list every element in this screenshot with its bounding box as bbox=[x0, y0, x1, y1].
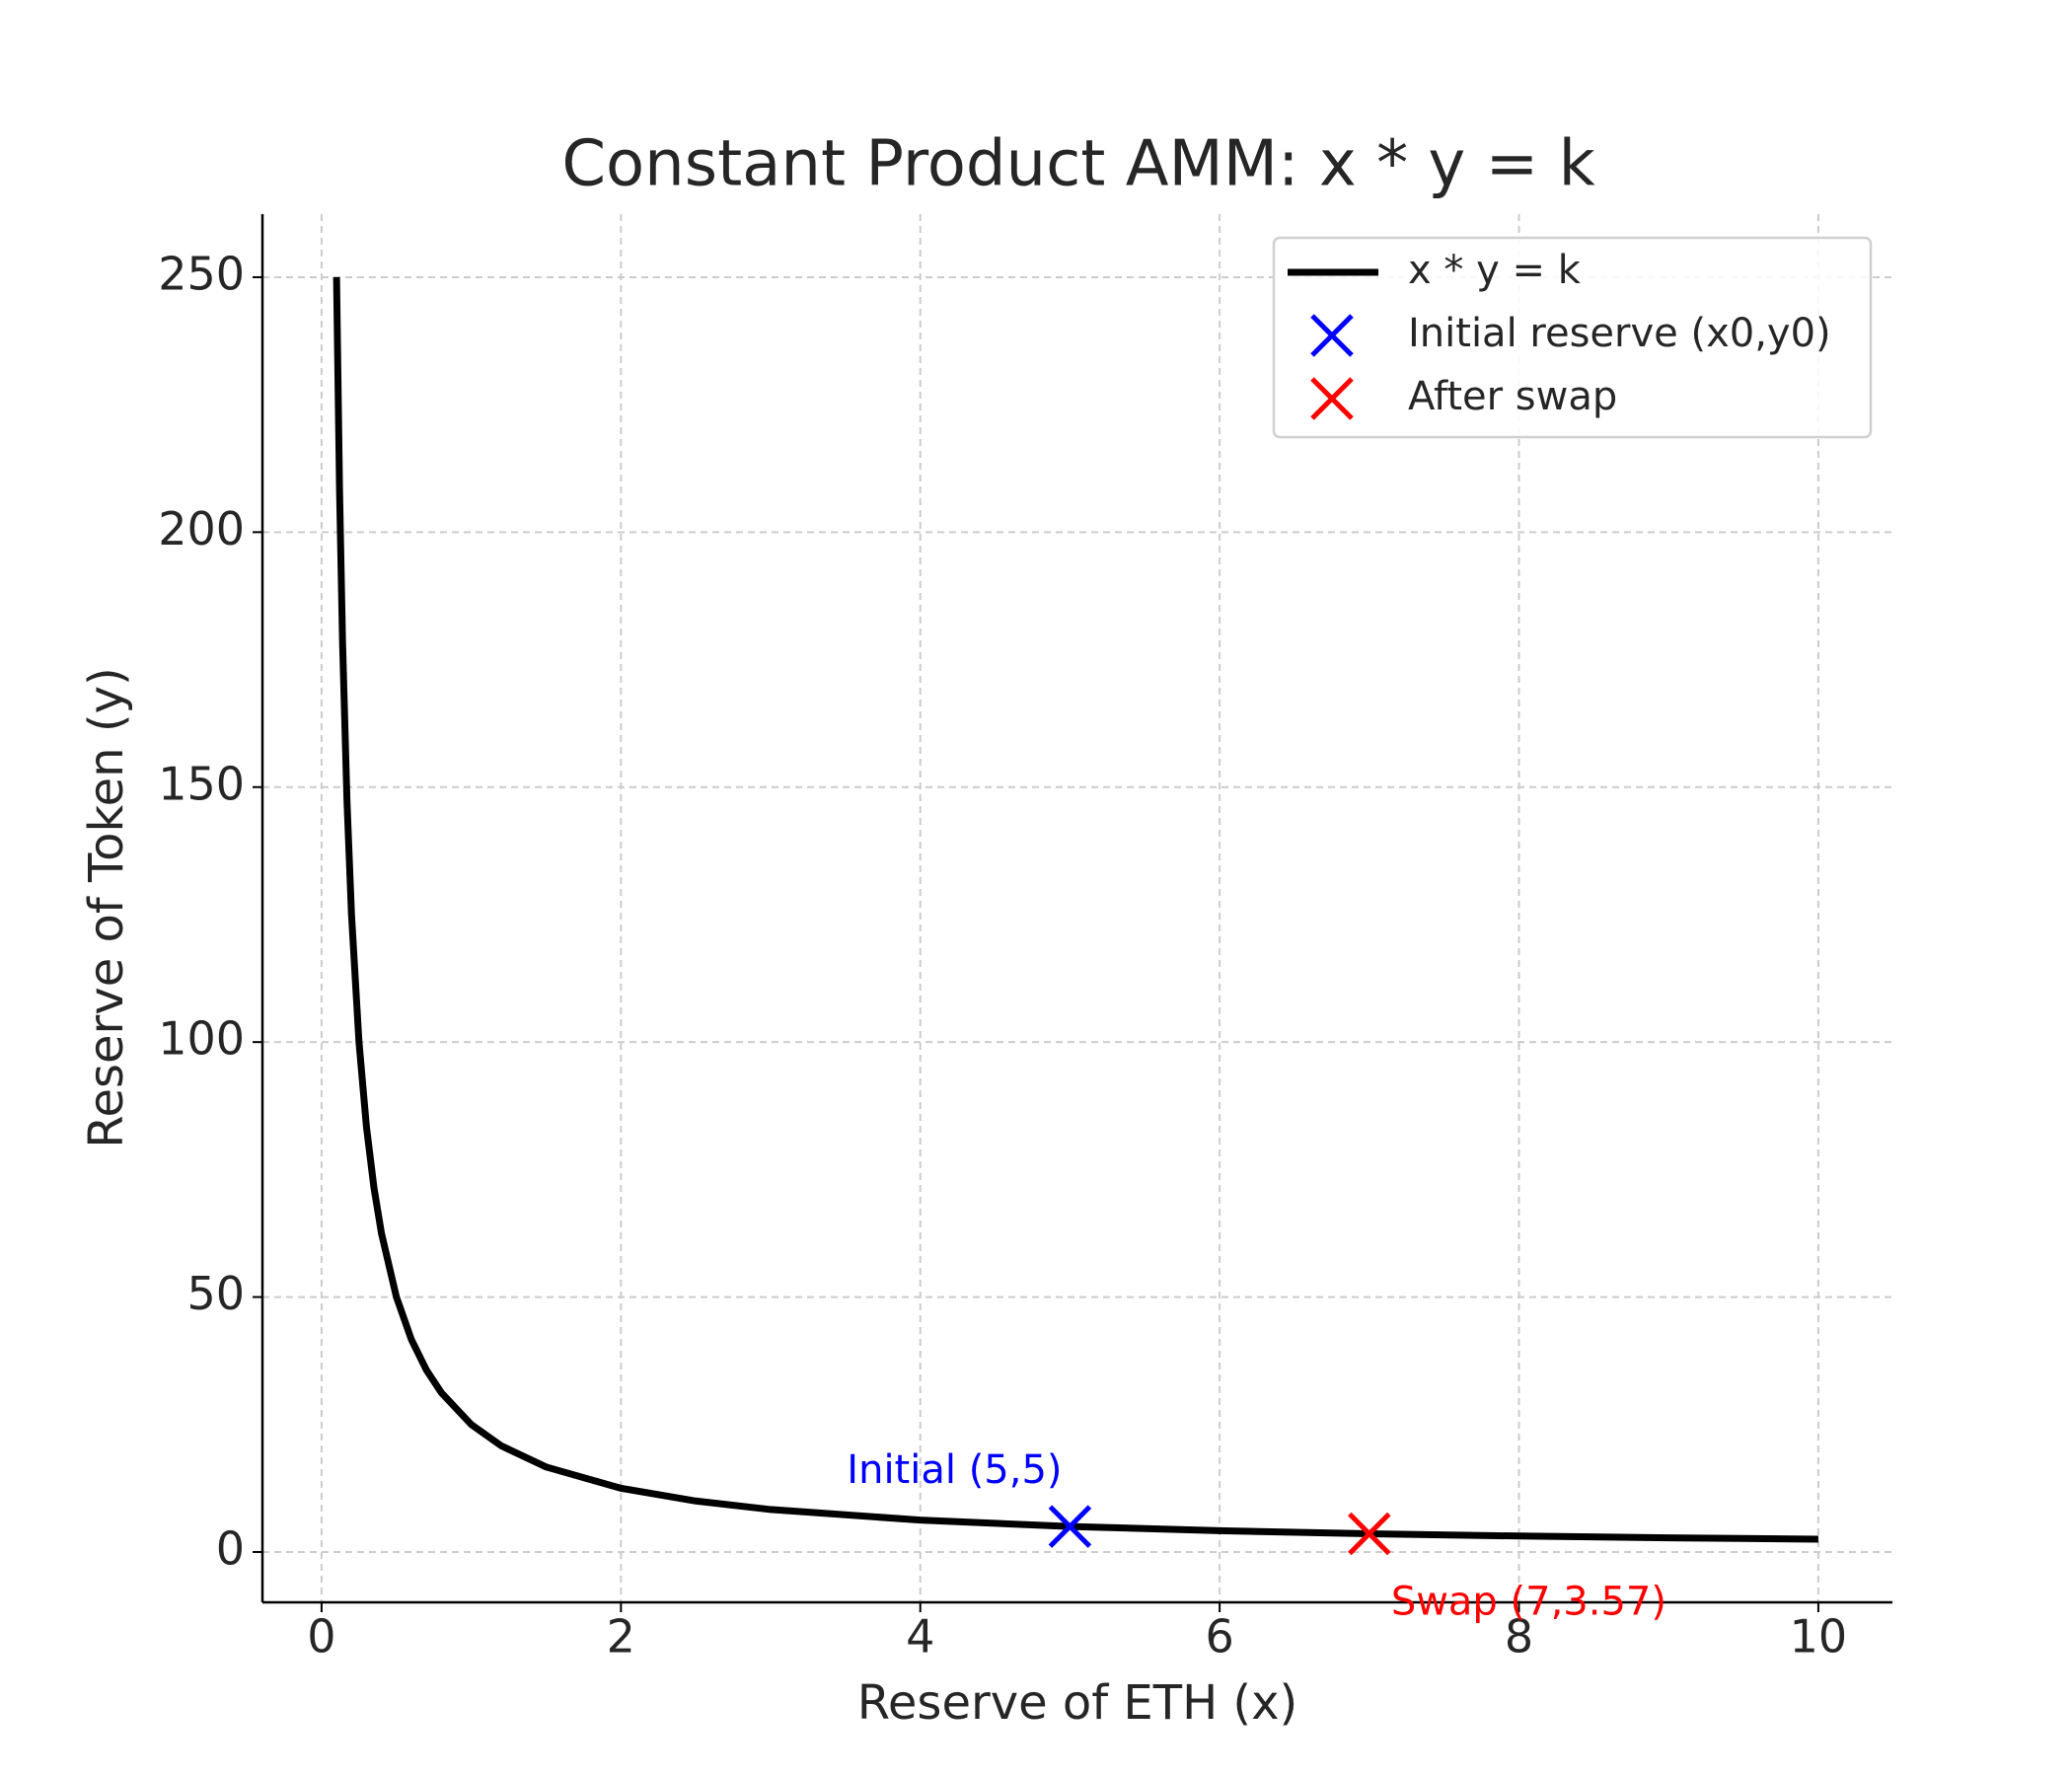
legend-box bbox=[1272, 236, 1873, 439]
x-tick-label: 0 bbox=[307, 1610, 335, 1664]
x-tick-label: 8 bbox=[1505, 1610, 1533, 1664]
y-tick-label: 150 bbox=[158, 757, 245, 810]
legend: x * y = k Initial reserve (x0,y0) After sw… bbox=[1272, 236, 1873, 439]
y-tick-label: 50 bbox=[186, 1267, 245, 1320]
point-marker bbox=[1348, 1512, 1391, 1556]
x-axis-label: Reserve of ETH (x) bbox=[857, 1675, 1298, 1731]
x-tick-label: 4 bbox=[906, 1610, 934, 1664]
legend-label: Initial reserve (x0,y0) bbox=[1408, 311, 1831, 356]
point-marker bbox=[1048, 1505, 1092, 1548]
legend-label: After swap bbox=[1408, 374, 1617, 419]
legend-marker bbox=[1310, 314, 1354, 357]
annotation: Swap (7,3.57) bbox=[1391, 1580, 1666, 1625]
x-tick-label: 2 bbox=[607, 1610, 635, 1664]
legend-label: x * y = k bbox=[1408, 248, 1582, 293]
y-axis-label: Reserve of Token (y) bbox=[79, 667, 134, 1147]
y-tick-label: 100 bbox=[158, 1012, 245, 1066]
y-tick-label: 250 bbox=[158, 247, 245, 300]
annotation: Initial (5,5) bbox=[847, 1447, 1062, 1493]
chart-title: Constant Product AMM: x * y = k bbox=[561, 128, 1594, 201]
y-tick-label: 0 bbox=[216, 1521, 245, 1575]
legend-marker bbox=[1310, 377, 1354, 420]
curve bbox=[333, 276, 1818, 1543]
x-tick-label: 6 bbox=[1205, 1610, 1233, 1664]
y-tick-label: 200 bbox=[158, 502, 245, 555]
x-tick-label: 10 bbox=[1790, 1610, 1848, 1664]
